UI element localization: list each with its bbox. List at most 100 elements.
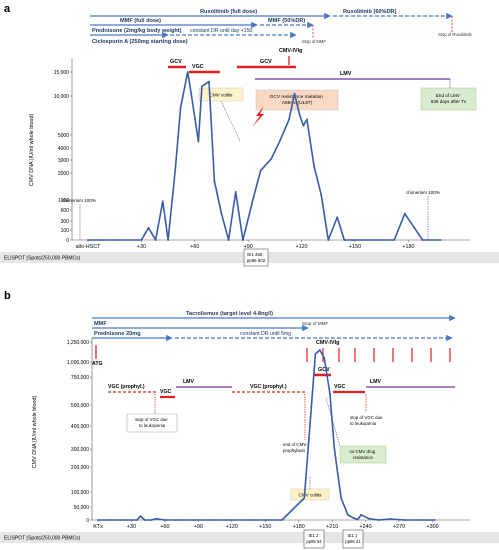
y-tick-label: 0 [86, 518, 89, 524]
data-point [227, 239, 230, 241]
data-point [190, 92, 193, 95]
chimerism-label-1: chimerism 100% [62, 198, 96, 203]
panel-b-series [97, 349, 436, 521]
panel-a-ylabel: CMV DNA (IU/ml whole blood) [29, 114, 35, 187]
data-point [360, 513, 363, 516]
lmv-end-callout [420, 87, 477, 111]
data-point [175, 519, 177, 521]
data-point [139, 515, 142, 517]
data-point [154, 239, 157, 241]
panel-b-label: b [4, 290, 11, 302]
stop-ruxolitinib-label: Stop of Ruxolitinib [438, 32, 472, 37]
y-tick-label: 0 [66, 238, 69, 244]
data-point [208, 80, 210, 83]
y-tick-label: 1,250,000 [67, 340, 89, 346]
x-tick-label: +30 [137, 244, 146, 250]
cmv-colitis-callout-b-text: CMV colitis [299, 493, 323, 498]
y-tick-label: 50,000 [74, 505, 90, 511]
data-point [403, 212, 406, 215]
stop-vgc-2-line-1: stop of VGC due [350, 415, 383, 420]
x-tick-label: +60 [160, 524, 169, 530]
end-prophylaxis-text: end of CMV- prophylaxis [283, 442, 309, 453]
data-point [234, 191, 237, 193]
y-tick-label: 4000 [58, 146, 69, 152]
stop-vgc-1-line-2: to leukopenia [139, 423, 166, 428]
end-prophylaxis-line-2: prophylaxis [283, 448, 306, 453]
data-point [281, 519, 283, 521]
vgc-b1-label: VGC [160, 389, 171, 395]
data-point [247, 519, 250, 521]
stop-vgc-1-line-1: stop of VGC due [135, 417, 168, 422]
x-tick-label: +30 [127, 524, 136, 530]
y-tick-label: 300,000 [71, 447, 89, 453]
data-point [314, 353, 317, 355]
data-point [302, 124, 305, 127]
cmv-colitis-leader-a [220, 100, 241, 142]
data-point [279, 139, 282, 142]
data-point [208, 519, 211, 521]
prednisone-b-dr-label: constant DR until 5mg [240, 331, 291, 337]
lmv-end-callout-line-2: 636 days after Tx [431, 99, 467, 104]
data-point [421, 239, 424, 241]
lightning-icon [252, 106, 264, 127]
x-tick-label: +300 [426, 524, 438, 530]
panel-b-elispot-box-1 [303, 529, 325, 549]
x-tick-label: +240 [360, 524, 372, 530]
gcv-label-2: GCV [260, 59, 272, 65]
data-point [136, 519, 138, 521]
data-point [303, 497, 306, 499]
mmf-full-label: MMF (full dose) [120, 18, 161, 24]
data-point [197, 140, 200, 143]
lmv-b1-label: LMV [183, 379, 194, 385]
y-tick-label: 100,000 [71, 490, 89, 496]
data-point [293, 92, 296, 95]
data-point [327, 239, 330, 241]
data-point [356, 518, 359, 521]
data-point [220, 212, 223, 215]
panel-b-elispot-label: ELISPOT (Spots/250,000 PBMCs) [4, 536, 81, 542]
prednisone-dr-label: constant DR until day +150 [190, 28, 253, 34]
y-tick-label: 3000 [58, 158, 69, 164]
data-point [318, 349, 321, 351]
panel-b-y-ticks: 0 50,000 100,000 200,000 300,000 400,000 500,0… [67, 340, 92, 524]
x-tick-label: +60 [190, 244, 199, 250]
panel-b-elispot-bar [0, 532, 499, 543]
panel-a-elispot-label: ELISPOT (Spots/250,000 PBMCs) [4, 256, 81, 262]
prednisone-b-label: Prednisone 20mg [94, 331, 141, 337]
panel-a-axes [71, 58, 470, 241]
y-tick-label: 1,000,000 [67, 360, 89, 366]
resistance-callout-line-1: GCV resistance mutation [270, 94, 324, 100]
gcv-b-label: GCV [318, 367, 330, 373]
data-point [298, 114, 301, 117]
y-tick-label: 750,000 [71, 375, 89, 381]
x-tick-label: +150 [349, 244, 361, 250]
data-point [87, 239, 89, 241]
resistance-callout [255, 89, 339, 111]
data-point [433, 519, 436, 521]
panel-b-elispot-1-ie1: IE1 2 [309, 533, 319, 538]
data-point [371, 239, 374, 241]
y-tick-label: 200,000 [71, 465, 89, 471]
data-point [225, 519, 228, 521]
data-point [420, 519, 423, 521]
ivig-markers [306, 348, 451, 362]
ruxolitinib-reduced-label: Ruxolitinib (60%DR) [343, 9, 397, 15]
data-point [363, 239, 365, 241]
stop-vgc-1-callout [126, 413, 178, 433]
data-point [252, 196, 255, 199]
data-point [352, 239, 355, 241]
panel-a-elispot-ie1: IE1 460, [247, 252, 263, 257]
data-point [270, 157, 273, 160]
data-point [113, 239, 116, 241]
data-point [329, 392, 331, 395]
data-point [101, 239, 104, 241]
x-tick-label: allo-HSCT [76, 244, 102, 250]
cmv-ivig-label: CMV-IVIg [279, 48, 302, 54]
vgc-prophyl-2-label: VGC (prophyl.) [250, 384, 287, 390]
y-tick-label: 5000 [58, 133, 69, 139]
data-point [155, 517, 157, 520]
lmv-b2-label: LMV [370, 379, 381, 385]
data-point [403, 519, 406, 521]
panel-a-x-ticks: allo-HSCT +30 +60 +90 +120 +150 +180 [76, 240, 414, 250]
data-point [110, 519, 113, 521]
